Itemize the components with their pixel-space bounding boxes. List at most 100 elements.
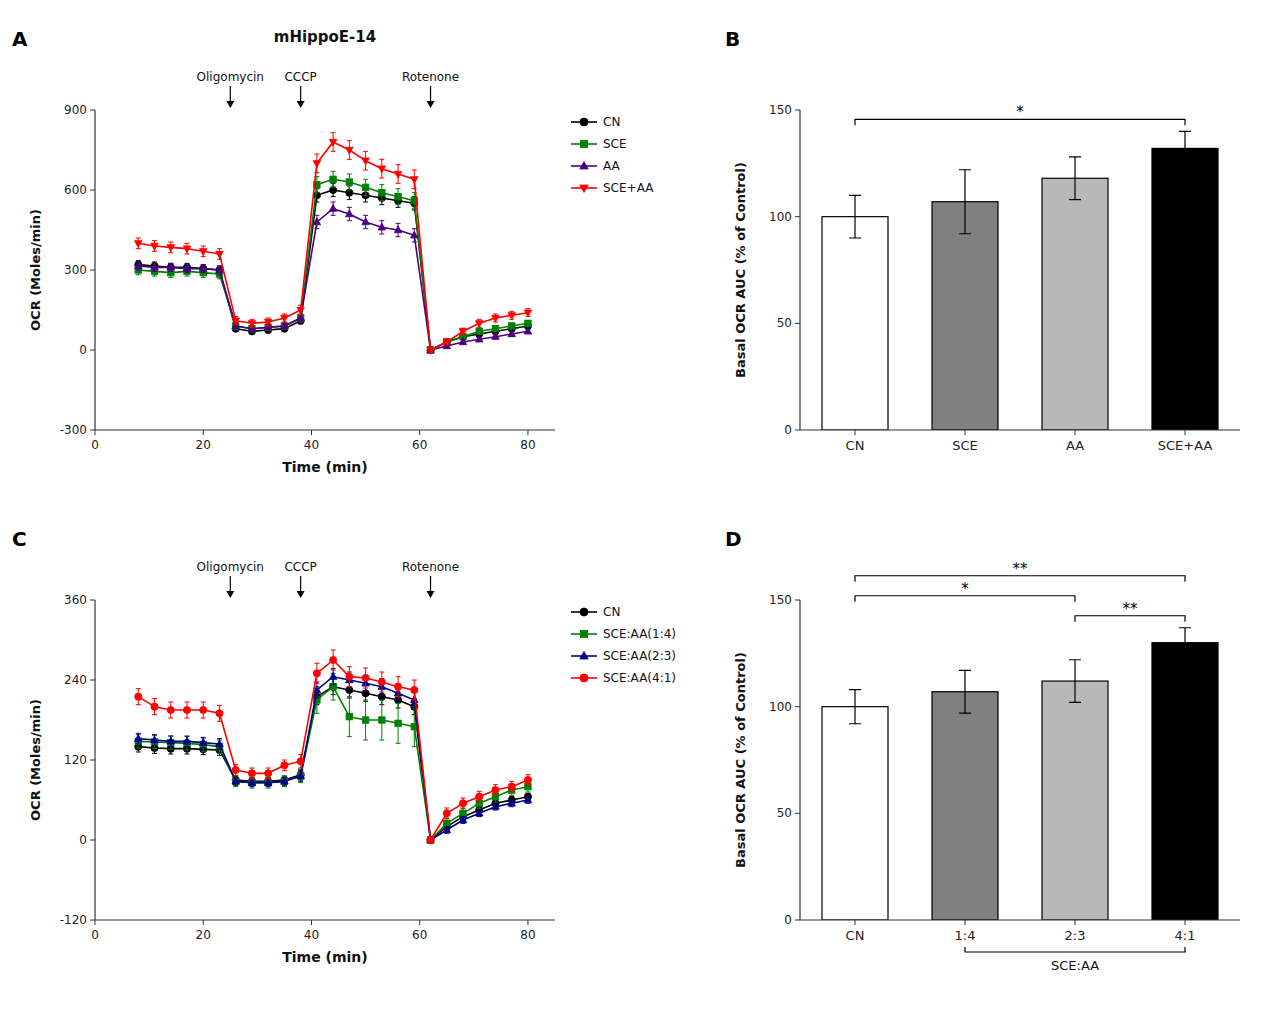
bar [932,202,998,430]
x-tick [311,920,312,925]
legend-label: CN [603,115,620,129]
annotation-label: Oligomycin [197,560,264,574]
data-point [427,347,433,353]
x-tick [203,430,204,435]
x-tick [1185,430,1186,435]
bar [1042,178,1108,430]
data-point [330,656,337,663]
data-point [216,740,224,747]
panel: 050100150Basal OCR AUC (% of Control)CNS… [725,27,1240,453]
y-axis-label: Basal OCR AUC (% of Control) [733,162,748,378]
data-point [443,338,450,345]
x-tick-label: AA [1066,438,1084,453]
data-point [524,327,532,334]
annotation-arrow [300,86,301,102]
data-point [297,772,305,779]
y-tick-label: 100 [769,700,792,714]
series [135,202,532,353]
y-tick [795,600,800,601]
data-point [525,320,531,326]
x-tick [855,430,856,435]
data-point [443,810,450,817]
data-point [183,706,190,713]
data-point [167,263,175,270]
x-tick [1185,920,1186,925]
data-point [151,262,158,269]
y-axis-label: OCR (Moles/min) [28,699,43,821]
x-tick [855,920,856,925]
y-tick-label: 240 [64,673,87,687]
data-point [475,335,483,342]
series-line [138,142,528,350]
data-point [492,786,499,793]
y-tick-label: 50 [777,806,792,820]
data-point [427,836,434,843]
legend: CNSCEAASCE+AA [571,115,654,195]
data-point [346,673,353,680]
error-bar [959,670,971,713]
data-point [524,310,532,317]
data-point [394,226,402,233]
y-tick-label: 120 [64,753,87,767]
data-point [394,683,401,690]
series-line [138,660,528,840]
data-point [329,139,337,146]
y-tick-label: 600 [64,183,87,197]
error-bar [849,195,861,238]
x-tick [203,920,204,925]
data-point [151,263,159,270]
data-point [475,321,483,328]
data-point [492,333,500,340]
plot-area [135,650,532,844]
series [135,679,532,844]
title: mHippoE-14 [274,28,376,46]
data-point [135,262,143,269]
series [135,183,532,353]
data-point [508,799,516,806]
y-tick-label: 300 [64,263,87,277]
data-point [183,264,190,271]
x-axis-label: Time (min) [282,949,367,965]
error-bar [493,326,498,331]
error-bar [477,329,482,334]
legend-marker [580,185,588,193]
error-bar [347,174,352,190]
y-tick-label: 0 [79,343,87,357]
error-bar [331,171,336,187]
y-tick [90,350,95,351]
y-tick-label: -120 [60,913,87,927]
y-tick [90,430,95,431]
data-point [411,177,419,184]
y-tick-label: 150 [769,103,792,117]
data-point [135,735,143,742]
data-point [476,793,483,800]
figure: -3000300600900OCR (Moles/min)020406080Ti… [0,0,1280,1022]
annotation-label: CCCP [284,70,316,84]
data-point [379,717,385,723]
data-point [395,720,401,726]
data-point [151,703,158,710]
annotation-label: Oligomycin [197,70,264,84]
annotation-arrowhead [226,591,234,598]
annotation-arrowhead [297,591,305,598]
data-point [232,766,239,773]
data-point [200,706,207,713]
data-point [297,315,303,321]
annotation-arrow [230,576,231,592]
data-point [313,161,321,168]
data-point [248,779,256,786]
data-point [248,770,255,777]
y-tick-label: 0 [784,913,792,927]
data-point [281,323,287,329]
data-point [264,319,272,326]
x-tick-label: 4:1 [1175,928,1196,943]
error-bar [363,179,368,195]
plot-area [822,131,1218,430]
y-tick [795,920,800,921]
data-point [297,307,305,314]
legend-marker [580,674,588,682]
legend-marker [580,140,587,147]
y-tick-label: 150 [769,593,792,607]
error-bar [379,185,384,201]
significance-label: * [961,580,969,598]
